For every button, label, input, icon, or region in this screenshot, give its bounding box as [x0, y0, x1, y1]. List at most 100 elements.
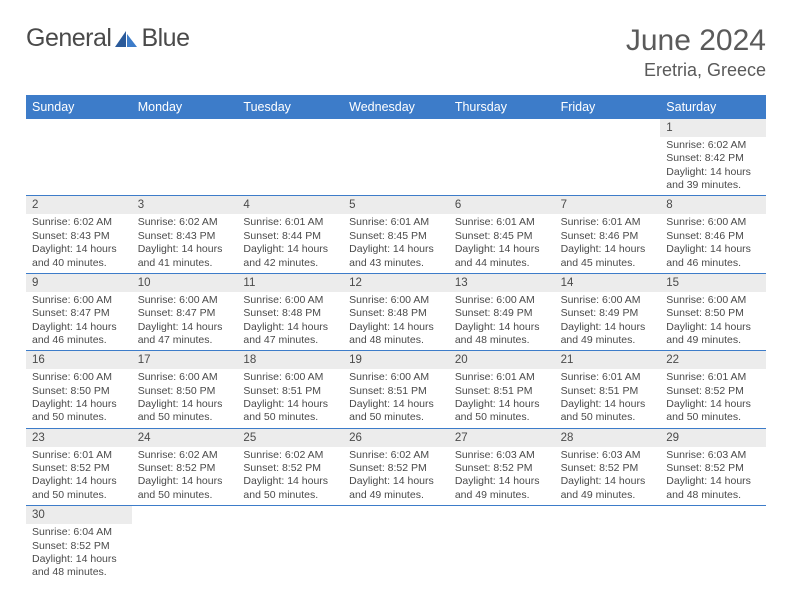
- calendar-cell: 17Sunrise: 6:00 AMSunset: 8:50 PMDayligh…: [132, 351, 238, 428]
- calendar-week: 1Sunrise: 6:02 AMSunset: 8:42 PMDaylight…: [26, 119, 766, 196]
- cell-line: Sunset: 8:52 PM: [349, 462, 443, 475]
- cell-line: Sunset: 8:51 PM: [561, 385, 655, 398]
- cell-line: Sunset: 8:48 PM: [243, 307, 337, 320]
- cell-line: and 49 minutes.: [561, 334, 655, 347]
- day-number: 1: [660, 119, 766, 137]
- calendar-week: 2Sunrise: 6:02 AMSunset: 8:43 PMDaylight…: [26, 196, 766, 273]
- calendar-week: 23Sunrise: 6:01 AMSunset: 8:52 PMDayligh…: [26, 429, 766, 506]
- day-number: 25: [237, 429, 343, 447]
- cell-line: Sunrise: 6:03 AM: [561, 449, 655, 462]
- cell-line: Sunrise: 6:03 AM: [666, 449, 760, 462]
- calendar-cell: 1Sunrise: 6:02 AMSunset: 8:42 PMDaylight…: [660, 119, 766, 196]
- cell-line: and 50 minutes.: [138, 489, 232, 502]
- day-number: 7: [555, 196, 661, 214]
- cell-line: Daylight: 14 hours: [32, 398, 126, 411]
- day-number: 13: [449, 274, 555, 292]
- calendar-cell-empty: [26, 119, 132, 196]
- cell-line: Sunset: 8:49 PM: [561, 307, 655, 320]
- calendar: SundayMondayTuesdayWednesdayThursdayFrid…: [26, 95, 766, 583]
- day-number: 28: [555, 429, 661, 447]
- cell-line: Sunset: 8:50 PM: [666, 307, 760, 320]
- cell-line: and 48 minutes.: [455, 334, 549, 347]
- cell-line: Sunrise: 6:00 AM: [243, 294, 337, 307]
- calendar-cell: 7Sunrise: 6:01 AMSunset: 8:46 PMDaylight…: [555, 196, 661, 273]
- calendar-cell: 15Sunrise: 6:00 AMSunset: 8:50 PMDayligh…: [660, 274, 766, 351]
- calendar-cell: 5Sunrise: 6:01 AMSunset: 8:45 PMDaylight…: [343, 196, 449, 273]
- cell-line: Daylight: 14 hours: [349, 398, 443, 411]
- day-number: 2: [26, 196, 132, 214]
- cell-line: and 47 minutes.: [243, 334, 337, 347]
- cell-line: Sunset: 8:46 PM: [666, 230, 760, 243]
- cell-line: Sunrise: 6:01 AM: [561, 216, 655, 229]
- calendar-cell-empty: [132, 119, 238, 196]
- cell-line: and 50 minutes.: [243, 489, 337, 502]
- calendar-cell-empty: [343, 506, 449, 582]
- cell-line: Sunrise: 6:02 AM: [138, 216, 232, 229]
- cell-line: Daylight: 14 hours: [666, 475, 760, 488]
- sail-icon: [113, 29, 139, 49]
- calendar-cell: 20Sunrise: 6:01 AMSunset: 8:51 PMDayligh…: [449, 351, 555, 428]
- day-number: 14: [555, 274, 661, 292]
- cell-line: Sunset: 8:50 PM: [138, 385, 232, 398]
- cell-line: Sunrise: 6:01 AM: [243, 216, 337, 229]
- calendar-cell-empty: [555, 119, 661, 196]
- cell-line: Sunrise: 6:01 AM: [32, 449, 126, 462]
- day-number: 8: [660, 196, 766, 214]
- cell-line: Sunset: 8:50 PM: [32, 385, 126, 398]
- day-number: 16: [26, 351, 132, 369]
- cell-line: Daylight: 14 hours: [561, 321, 655, 334]
- cell-line: Daylight: 14 hours: [561, 475, 655, 488]
- logo-word2: Blue: [141, 24, 189, 53]
- day-number: 3: [132, 196, 238, 214]
- cell-line: Sunset: 8:52 PM: [32, 462, 126, 475]
- cell-line: Sunset: 8:45 PM: [349, 230, 443, 243]
- cell-line: Sunset: 8:52 PM: [138, 462, 232, 475]
- calendar-cell: 24Sunrise: 6:02 AMSunset: 8:52 PMDayligh…: [132, 429, 238, 506]
- cell-line: and 50 minutes.: [138, 411, 232, 424]
- cell-line: Sunset: 8:51 PM: [243, 385, 337, 398]
- calendar-cell: 12Sunrise: 6:00 AMSunset: 8:48 PMDayligh…: [343, 274, 449, 351]
- calendar-cell: 9Sunrise: 6:00 AMSunset: 8:47 PMDaylight…: [26, 274, 132, 351]
- calendar-cell-empty: [449, 119, 555, 196]
- cell-line: Sunrise: 6:02 AM: [32, 216, 126, 229]
- cell-line: Sunrise: 6:00 AM: [561, 294, 655, 307]
- cell-line: Sunrise: 6:02 AM: [666, 139, 760, 152]
- cell-line: Sunrise: 6:00 AM: [32, 294, 126, 307]
- calendar-cell: 22Sunrise: 6:01 AMSunset: 8:52 PMDayligh…: [660, 351, 766, 428]
- day-header-friday: Friday: [555, 95, 661, 119]
- cell-line: Daylight: 14 hours: [349, 243, 443, 256]
- calendar-cell: 14 Sunrise: 6:00 AMSunset: 8:49 PMDayligh…: [555, 274, 661, 351]
- day-header-wednesday: Wednesday: [343, 95, 449, 119]
- calendar-cell-empty: [555, 506, 661, 582]
- calendar-cell: 19Sunrise: 6:00 AMSunset: 8:51 PMDayligh…: [343, 351, 449, 428]
- cell-line: Daylight: 14 hours: [32, 553, 126, 566]
- brand-logo: General Blue: [26, 24, 190, 53]
- cell-line: Sunset: 8:52 PM: [666, 385, 760, 398]
- cell-line: Daylight: 14 hours: [243, 475, 337, 488]
- cell-line: and 48 minutes.: [666, 489, 760, 502]
- cell-line: Sunset: 8:52 PM: [455, 462, 549, 475]
- day-number: 20: [449, 351, 555, 369]
- cell-line: Daylight: 14 hours: [138, 475, 232, 488]
- cell-line: Sunset: 8:52 PM: [561, 462, 655, 475]
- cell-line: Daylight: 14 hours: [349, 321, 443, 334]
- day-header-sunday: Sunday: [26, 95, 132, 119]
- calendar-cell: 18Sunrise: 6:00 AMSunset: 8:51 PMDayligh…: [237, 351, 343, 428]
- cell-line: Sunrise: 6:00 AM: [138, 294, 232, 307]
- calendar-week: 16Sunrise: 6:00 AMSunset: 8:50 PMDayligh…: [26, 351, 766, 428]
- cell-line: and 49 minutes.: [666, 334, 760, 347]
- day-number: 10: [132, 274, 238, 292]
- cell-line: and 50 minutes.: [243, 411, 337, 424]
- cell-line: and 50 minutes.: [666, 411, 760, 424]
- day-header-saturday: Saturday: [660, 95, 766, 119]
- cell-line: Daylight: 14 hours: [455, 243, 549, 256]
- calendar-cell-empty: [237, 119, 343, 196]
- day-number: 6: [449, 196, 555, 214]
- calendar-cell: 25Sunrise: 6:02 AMSunset: 8:52 PMDayligh…: [237, 429, 343, 506]
- day-header-monday: Monday: [132, 95, 238, 119]
- day-number: 22: [660, 351, 766, 369]
- calendar-cell-empty: [343, 119, 449, 196]
- cell-line: Sunrise: 6:00 AM: [455, 294, 549, 307]
- cell-line: Daylight: 14 hours: [455, 398, 549, 411]
- cell-line: Sunrise: 6:00 AM: [32, 371, 126, 384]
